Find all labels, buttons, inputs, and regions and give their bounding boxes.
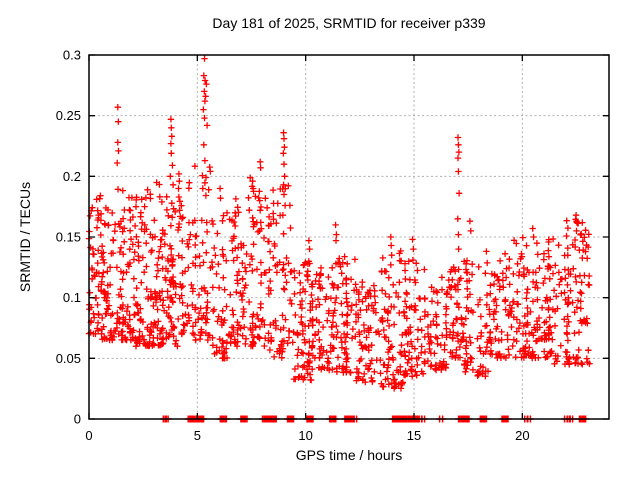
tick-marks bbox=[88, 54, 609, 420]
y-tick-labels: 0 0.05 0.1 0.15 0.2 0.25 0.3 bbox=[56, 48, 81, 427]
x-tick-label: 20 bbox=[515, 428, 529, 443]
x-tick-label: 5 bbox=[194, 428, 201, 443]
x-tick-label: 15 bbox=[407, 428, 421, 443]
x-tick-label: 0 bbox=[85, 428, 92, 443]
y-tick-label: 0.25 bbox=[56, 108, 81, 123]
y-tick-label: 0.15 bbox=[56, 230, 81, 245]
y-tick-label: 0.05 bbox=[56, 351, 81, 366]
y-tick-label: 0 bbox=[74, 412, 81, 427]
x-tick-label: 10 bbox=[298, 428, 312, 443]
x-axis-label: GPS time / hours bbox=[295, 447, 403, 463]
y-tick-label: 0.2 bbox=[63, 169, 81, 184]
scatter-points bbox=[85, 55, 593, 392]
y-tick-label: 0.3 bbox=[63, 48, 81, 63]
chart-title: Day 181 of 2025, SRMTID for receiver p33… bbox=[212, 15, 486, 31]
x-tick-labels: 0 5 10 15 20 bbox=[85, 428, 529, 443]
y-tick-label: 0.1 bbox=[63, 290, 81, 305]
